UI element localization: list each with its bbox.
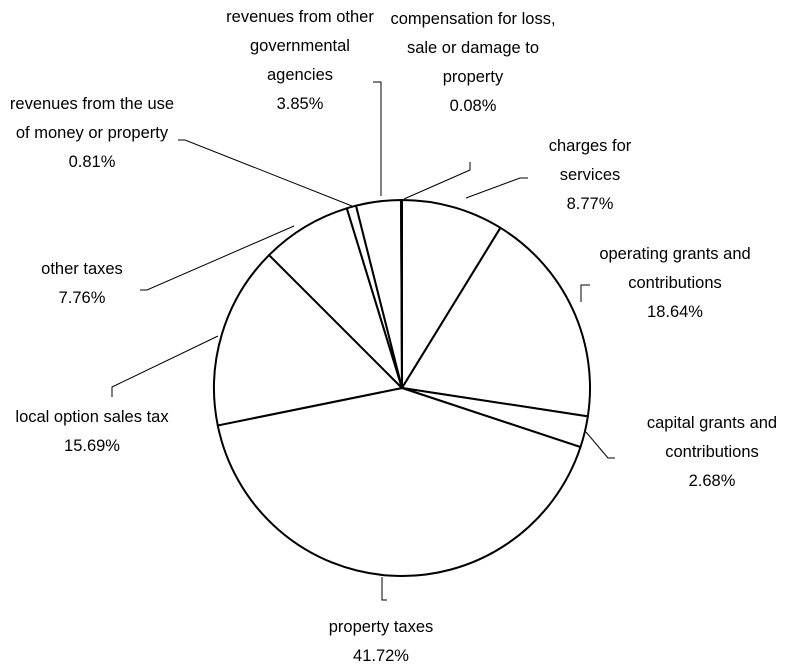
slice-label: operating grants and contributions 18.64% [585, 240, 765, 327]
slice-label: compensation for loss, sale or damage to… [388, 5, 558, 121]
category-label: local option sales tax [15, 408, 169, 426]
slice-label: other taxes 7.76% [22, 255, 142, 313]
pie-slice [400, 198, 403, 389]
leader-line [381, 577, 387, 601]
leader-line [373, 81, 382, 196]
slice-label: revenues from the use of money or proper… [2, 90, 182, 177]
leader-line [465, 177, 528, 199]
category-label: compensation for loss, sale or damage to… [390, 10, 556, 86]
value-label: 0.08% [449, 97, 497, 115]
leader-line [140, 225, 295, 291]
leader-line [585, 431, 615, 459]
category-label: revenues from the use of money or proper… [9, 95, 175, 142]
slice-label: revenues from other governmental agencie… [225, 3, 375, 119]
value-label: 0.81% [68, 153, 116, 171]
category-label: capital grants and contributions [646, 414, 778, 461]
value-label: 7.76% [58, 289, 106, 307]
value-label: 8.77% [566, 195, 614, 213]
pie-slice [216, 387, 582, 577]
category-label: other taxes [41, 260, 123, 278]
category-label: property taxes [328, 618, 434, 636]
slice-label: local option sales tax 15.69% [12, 403, 172, 461]
pie-slice [268, 207, 403, 389]
leader-line [403, 162, 471, 200]
leader-line [178, 139, 353, 207]
value-label: 15.69% [64, 437, 120, 455]
pie-slice [401, 199, 502, 389]
category-label: operating grants and contributions [599, 245, 751, 292]
value-label: 2.68% [688, 472, 736, 490]
pie-slice [213, 254, 403, 427]
value-label: 41.72% [353, 647, 409, 665]
value-label: 18.64% [647, 303, 703, 321]
slice-label: charges for services 8.77% [525, 132, 655, 219]
slice-label: capital grants and contributions 2.68% [627, 409, 797, 496]
leader-line [580, 284, 590, 302]
pie-slice [401, 226, 591, 418]
category-label: charges for services [548, 137, 632, 184]
value-label: 3.85% [276, 95, 324, 113]
category-label: revenues from other governmental agencie… [226, 8, 374, 84]
slice-label: property taxes 41.72% [301, 613, 461, 671]
leader-line [111, 335, 219, 397]
